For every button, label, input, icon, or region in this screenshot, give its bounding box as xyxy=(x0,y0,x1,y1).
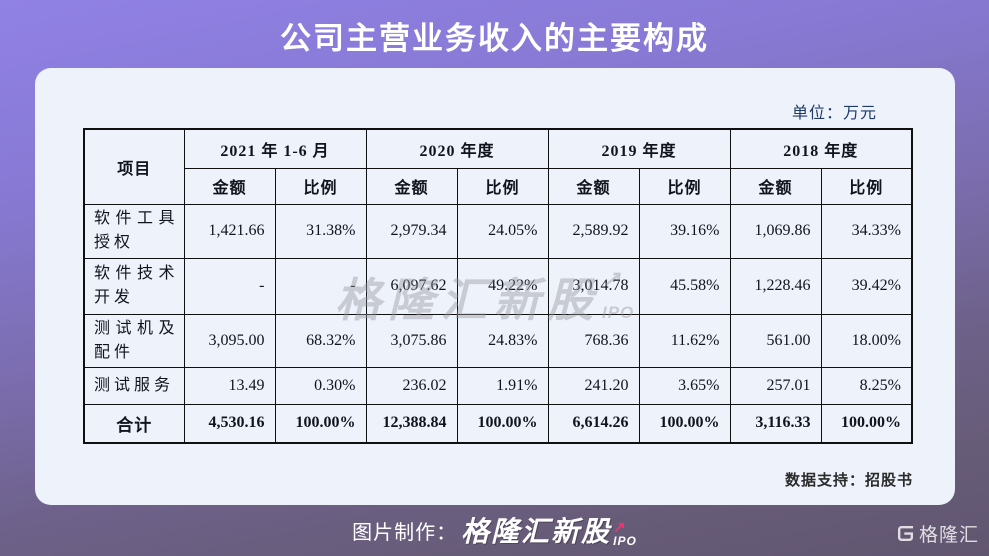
cell-ratio: 45.58% xyxy=(638,257,731,315)
cell-ratio: 3.65% xyxy=(638,366,731,405)
col-header-amount: 金额 xyxy=(183,167,276,205)
cell-amount: - xyxy=(183,257,276,315)
col-header-amount: 金额 xyxy=(365,167,458,205)
cell-ratio: 49.22% xyxy=(456,257,549,315)
revenue-table: 项目 2021 年 1-6 月 2020 年度 2019 年度 2018 年度 … xyxy=(83,128,913,444)
footer-credit: 图片制作： 格隆汇新股 ↗ IPO xyxy=(0,510,989,550)
cell-ratio: 100.00% xyxy=(638,403,731,444)
table-row: 软件技术开发 - - 6,097.62 49.22% 3,014.78 45.5… xyxy=(83,257,913,315)
cell-ratio: 39.16% xyxy=(638,203,731,259)
col-header-amount: 金额 xyxy=(547,167,640,205)
data-support-note: 数据支持：招股书 xyxy=(784,472,913,489)
col-header-amount: 金额 xyxy=(729,167,822,205)
col-header-period-2020: 2020 年度 xyxy=(365,128,549,169)
row-label: 软件技术开发 xyxy=(83,257,185,315)
col-header-period-2019: 2019 年度 xyxy=(547,128,731,169)
cell-amount: 3,116.33 xyxy=(729,403,822,444)
watermark: 格隆汇新股 ↗ IPO xyxy=(335,264,634,330)
cell-amount: 241.20 xyxy=(547,366,640,405)
cell-ratio: 18.00% xyxy=(820,313,913,368)
cell-amount: 257.01 xyxy=(729,366,822,405)
gelonghui-logo: 格隆汇 xyxy=(896,520,979,547)
cell-amount: 12,388.84 xyxy=(365,403,458,444)
cell-ratio: 100.00% xyxy=(274,403,367,444)
cell-ratio: 31.38% xyxy=(274,203,367,259)
cell-ratio: 0.30% xyxy=(274,366,367,405)
cell-ratio: 39.42% xyxy=(820,257,913,315)
row-label: 软件工具授权 xyxy=(83,203,185,259)
watermark-brand-text: 格隆汇新股 xyxy=(335,274,600,326)
col-header-ratio: 比例 xyxy=(820,167,913,205)
gelonghui-logo-text: 格隆汇 xyxy=(918,525,979,546)
ipo-tag-text: IPO xyxy=(613,533,637,548)
watermark-ipo-text: IPO xyxy=(602,303,635,322)
cell-amount: 3,075.86 xyxy=(365,313,458,368)
cell-amount: 2,589.92 xyxy=(547,203,640,259)
cell-amount: 561.00 xyxy=(729,313,822,368)
cell-amount: 1,228.46 xyxy=(729,257,822,315)
brand-wordmark: 格隆汇新股 xyxy=(461,516,612,547)
col-header-ratio: 比例 xyxy=(638,167,731,205)
cell-ratio: 1.91% xyxy=(456,366,549,405)
cell-ratio: 100.00% xyxy=(456,403,549,444)
cell-ratio: 8.25% xyxy=(820,366,913,405)
cell-amount: 3,095.00 xyxy=(183,313,276,368)
table-row: 软件工具授权 1,421.66 31.38% 2,979.34 24.05% 2… xyxy=(83,203,913,259)
cell-amount: 6,614.26 xyxy=(547,403,640,444)
cell-ratio: 100.00% xyxy=(820,403,913,444)
cell-amount: 13.49 xyxy=(183,366,276,405)
col-header-ratio: 比例 xyxy=(456,167,549,205)
cell-amount: 1,421.66 xyxy=(183,203,276,259)
row-label: 测试机及配件 xyxy=(83,313,185,368)
unit-label: 单位：万元 xyxy=(791,105,877,122)
col-header-period-2021: 2021 年 1-6 月 xyxy=(183,128,367,169)
cell-amount: 2,979.34 xyxy=(365,203,458,259)
cell-amount: 236.02 xyxy=(365,366,458,405)
table-header-row-periods: 项目 2021 年 1-6 月 2020 年度 2019 年度 2018 年度 xyxy=(83,128,913,205)
total-label: 合计 xyxy=(83,403,185,444)
col-header-period-2018: 2018 年度 xyxy=(729,128,913,169)
table-total-row: 合计 4,530.16 100.00% 12,388.84 100.00% 6,… xyxy=(83,403,913,444)
cell-amount: 4,530.16 xyxy=(183,403,276,444)
credit-prefix-text: 图片制作： xyxy=(352,521,458,544)
cell-ratio: 11.62% xyxy=(638,313,731,368)
cell-amount: 3,014.78 xyxy=(547,257,640,315)
watermark-arrow-icon: ↗ xyxy=(602,266,622,291)
table-header-row-measures: 金额 比例 金额 比例 金额 比例 金额 比例 xyxy=(84,167,913,205)
page-title: 公司主营业务收入的主要构成 xyxy=(280,21,709,56)
col-header-ratio: 比例 xyxy=(274,167,367,205)
cell-ratio: 34.33% xyxy=(820,203,913,259)
cell-amount: 1,069.86 xyxy=(729,203,822,259)
gelonghui-logo-icon xyxy=(897,525,914,542)
row-label: 测试服务 xyxy=(83,366,185,405)
col-header-item: 项目 xyxy=(83,128,185,205)
cell-ratio: 24.83% xyxy=(456,313,549,368)
table-row: 测试服务 13.49 0.30% 236.02 1.91% 241.20 3.6… xyxy=(83,366,913,405)
table-card: 单位：万元 项目 2021 年 1-6 月 2020 年度 2019 年度 20… xyxy=(35,68,955,505)
trend-arrow-icon: ↗ xyxy=(613,518,626,536)
cell-ratio: 24.05% xyxy=(456,203,549,259)
